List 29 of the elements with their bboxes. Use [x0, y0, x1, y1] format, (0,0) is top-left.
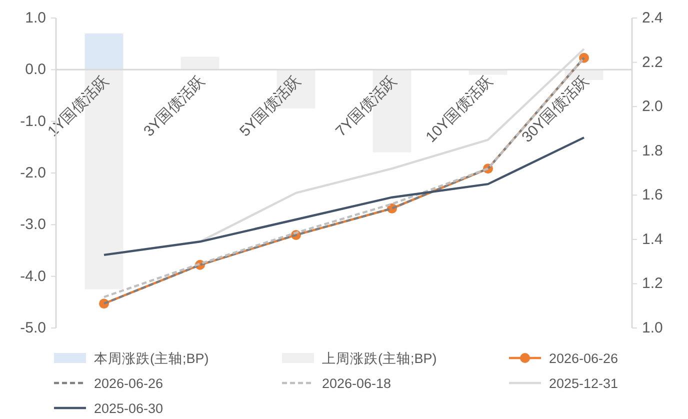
x-tick-label: 5Y国债活跃	[236, 72, 304, 140]
y2-tick-label: 1.6	[642, 186, 663, 204]
y2-tick-label: 2.4	[642, 10, 663, 26]
legend-label: 2026-06-26	[94, 376, 164, 391]
bar	[84, 34, 124, 70]
y2-tick-label: 1.2	[642, 275, 663, 292]
legend-label: 本周涨跌(主轴;BP)	[94, 351, 209, 366]
y-tick-label: -1.0	[20, 112, 46, 130]
legend-label: 2026-06-26	[549, 351, 618, 366]
bar	[180, 56, 220, 70]
y-tick-label: 1.0	[25, 10, 46, 26]
x-tick-label: 30Y国债活跃	[518, 72, 592, 146]
x-tick-label: 10Y国债活跃	[422, 72, 496, 146]
x-tick-label: 7Y国债活跃	[332, 72, 400, 140]
legend-label: 2025-12-31	[549, 376, 618, 391]
y2-tick-label: 2.0	[642, 98, 663, 116]
y2-tick-label: 1.0	[642, 320, 663, 336]
y-tick-label: -3.0	[20, 216, 46, 234]
y-tick-label: 0.0	[25, 61, 46, 78]
legend-label: 上周涨跌(主轴;BP)	[322, 351, 437, 366]
legend-label: 2025-06-30	[94, 401, 164, 416]
y-tick-label: -2.0	[20, 164, 46, 182]
legend-label: 2026-06-18	[322, 376, 392, 391]
x-tick-label: 3Y国债活跃	[140, 72, 208, 140]
y2-tick-label: 2.2	[642, 54, 663, 71]
y2-tick-label: 1.8	[642, 142, 663, 160]
y-tick-label: -5.0	[20, 320, 46, 336]
y-tick-label: -4.0	[20, 268, 46, 285]
y2-tick-label: 1.4	[642, 230, 663, 248]
